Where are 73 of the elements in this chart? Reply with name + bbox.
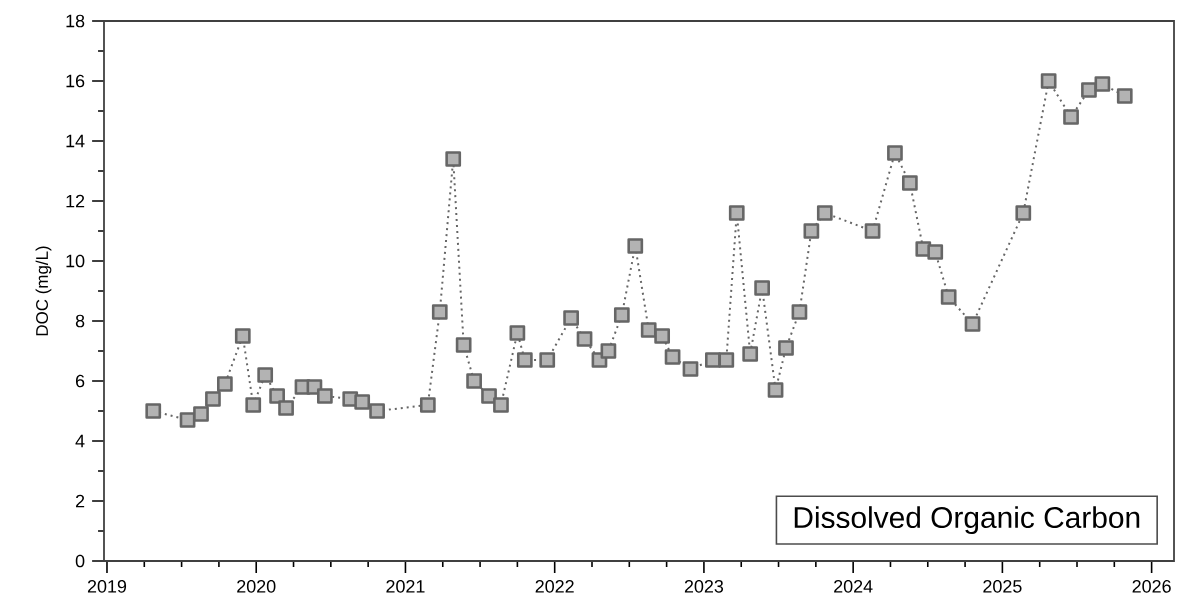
point	[516, 352, 533, 368]
point	[654, 328, 671, 344]
point	[754, 280, 770, 296]
point	[145, 403, 162, 419]
x-tick-label: 2025	[983, 579, 1022, 593]
point	[539, 352, 556, 368]
point	[493, 397, 509, 413]
y-tick-label: 12	[66, 194, 85, 208]
point	[901, 175, 918, 191]
point	[445, 151, 462, 167]
point	[455, 337, 472, 353]
x-tick-label: 2019	[87, 579, 127, 593]
point	[778, 340, 794, 356]
y-tick-label: 4	[75, 434, 85, 448]
point	[640, 322, 657, 338]
point	[940, 289, 957, 305]
point	[193, 406, 209, 422]
point	[728, 205, 745, 221]
point	[864, 223, 881, 239]
point	[1094, 76, 1111, 92]
y-tick-label: 10	[66, 254, 85, 268]
point	[369, 403, 385, 419]
point	[257, 367, 274, 383]
point	[718, 352, 735, 368]
point	[803, 223, 820, 239]
point	[682, 361, 699, 377]
x-tick-label: 2023	[684, 579, 724, 593]
point	[431, 304, 448, 320]
point	[563, 310, 579, 326]
y-tick-label: 0	[75, 554, 85, 568]
point	[1063, 109, 1079, 125]
point	[767, 382, 784, 398]
x-tick-label: 2022	[535, 579, 574, 593]
x-tick-label: 2024	[834, 579, 873, 593]
point	[354, 394, 371, 410]
y-tick-label: 14	[66, 134, 85, 148]
y-tick-label: 8	[75, 314, 85, 328]
point	[481, 388, 497, 404]
point	[816, 205, 833, 221]
point	[664, 349, 681, 365]
point	[269, 388, 285, 404]
point	[1015, 205, 1032, 221]
point	[576, 331, 593, 347]
point	[1116, 88, 1133, 104]
point	[278, 400, 294, 416]
point	[466, 373, 482, 389]
point	[1040, 73, 1057, 89]
x-tick-label: 2020	[237, 579, 276, 593]
point	[1081, 82, 1097, 98]
point	[742, 346, 759, 362]
point	[179, 412, 196, 428]
point	[245, 397, 262, 413]
x-tick-label: 2021	[386, 579, 425, 593]
point	[509, 325, 526, 341]
y-tick-label: 18	[66, 14, 85, 28]
point	[791, 304, 808, 320]
x-tick-label: 2026	[1132, 579, 1171, 593]
point	[419, 397, 436, 413]
y-tick-label: 2	[75, 494, 85, 508]
point	[613, 307, 630, 323]
point	[887, 145, 903, 161]
point	[217, 376, 233, 392]
y-tick-label: 16	[66, 74, 85, 88]
point	[964, 316, 981, 332]
point	[600, 343, 617, 359]
point	[205, 391, 221, 407]
y-axis-title: DOC (mg/L)	[35, 246, 52, 336]
point	[316, 388, 333, 404]
point	[627, 238, 644, 254]
point	[927, 244, 944, 260]
y-tick-label: 6	[75, 374, 85, 388]
point	[234, 328, 251, 344]
annotation: Dissolved Organic Carbon	[794, 506, 1140, 535]
